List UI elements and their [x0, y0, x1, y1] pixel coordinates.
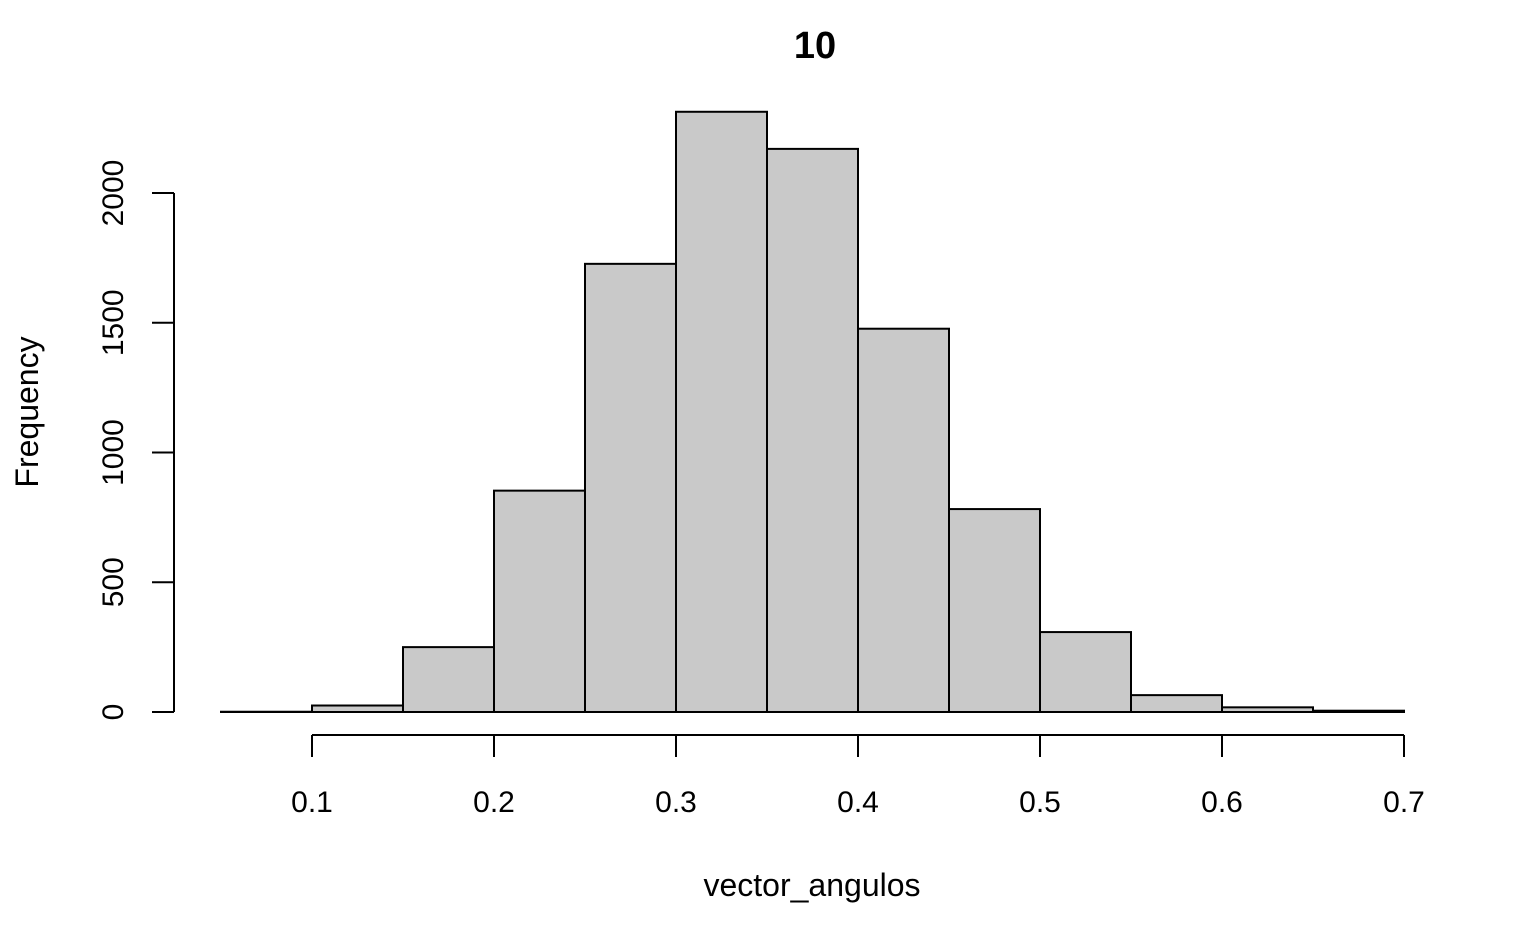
x-axis-label: vector_angulos [703, 867, 920, 903]
x-tick-label: 0.6 [1201, 786, 1243, 819]
y-tick-label: 1500 [97, 289, 130, 356]
y-tick-label: 2000 [97, 160, 130, 227]
x-tick-label: 0.1 [291, 786, 333, 819]
y-axis: 0 500 1000 1500 2000 [97, 160, 175, 721]
y-axis-label: Frequency [9, 336, 45, 487]
x-tick-label: 0.7 [1383, 786, 1425, 819]
x-tick-label: 0.2 [473, 786, 515, 819]
histogram-bar [1221, 706, 1314, 713]
histogram-bar [1130, 694, 1223, 714]
x-tick-label: 0.5 [1019, 786, 1061, 819]
y-tick-label: 0 [97, 704, 130, 721]
chart-title: 10 [794, 25, 836, 67]
histogram-bar [1312, 709, 1405, 714]
histogram-bar [675, 110, 768, 714]
bars-group [220, 110, 1405, 714]
x-tick-label: 0.4 [837, 786, 879, 819]
x-tick-label: 0.3 [655, 786, 697, 819]
histogram-bar [948, 508, 1041, 714]
y-tick-label: 1000 [97, 419, 130, 486]
histogram-bar [311, 704, 404, 714]
histogram-bar [1039, 631, 1132, 713]
histogram-bar [766, 147, 859, 713]
x-axis: 0.1 0.2 0.3 0.4 0.5 0.6 0.7 [291, 734, 1425, 819]
histogram-bar [857, 327, 950, 713]
y-tick-label: 500 [97, 557, 130, 607]
histogram-bar [493, 489, 586, 714]
histogram-bar [402, 646, 495, 713]
histogram-bar [584, 262, 677, 713]
